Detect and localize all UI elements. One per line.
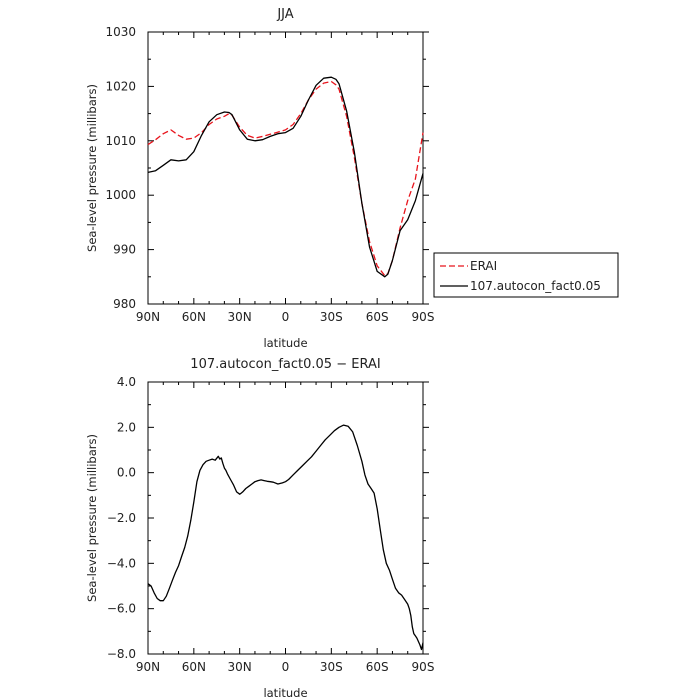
chart-top-x-tick-label: 90N: [136, 310, 160, 324]
chart-bottom-plot-frame: [147, 381, 424, 655]
chart-top-plot-frame: [147, 31, 424, 305]
chart-top-x-axis-title: latitude: [263, 336, 307, 350]
chart-bottom-x-tick-label: 60N: [182, 660, 206, 674]
chart-bottom-y-tick-label: −2.0: [107, 511, 136, 525]
chart-bottom-x-tick-label: 60S: [366, 660, 389, 674]
chart-top-x-tick-label: 30N: [228, 310, 252, 324]
top-panel-sea-level-pressure: 90N 60N 30N 0 30S 60S 90S 980 990 1000 1010 1020 103…: [85, 7, 434, 350]
legend-frame: [433, 252, 619, 298]
chart-bottom-y-tick-label: −4.0: [107, 556, 136, 570]
legend-label-erai: ERAI: [470, 259, 497, 273]
chart-bottom-x-tick-label: 30S: [320, 660, 343, 674]
chart-bottom-y-tick-label: 2.0: [117, 420, 136, 434]
chart-bottom-y-tick-label: 4.0: [117, 375, 136, 389]
chart-top-x-tick-label: 60N: [182, 310, 206, 324]
legend-label-model: 107.autocon_fact0.05: [470, 279, 601, 293]
legend: ERAI 107.autocon_fact0.05: [433, 252, 619, 298]
chart-bottom-y-tick-label: −6.0: [107, 602, 136, 616]
chart-top-x-tick-label: 90S: [412, 310, 435, 324]
chart-bottom-series-0-line: [147, 424, 424, 651]
chart-bottom-x-tick-label: 0: [282, 660, 290, 674]
chart-top-y-tick-label: 1020: [105, 79, 136, 93]
chart-bottom-x-tick-label: 90S: [412, 660, 435, 674]
chart-top-series-107-autocon-fact0-05-line: [147, 76, 424, 278]
chart-top-y-tick-label: 1000: [105, 188, 136, 202]
chart-bottom-x-tick-label: 30N: [228, 660, 252, 674]
chart-bottom-y-tick-label: −8.0: [107, 647, 136, 661]
chart-bottom-y-tick-label: 0.0: [117, 466, 136, 480]
chart-bottom-y-axis-title: Sea-level pressure (millibars): [85, 434, 99, 602]
chart-bottom-title: 107.autocon_fact0.05 − ERAI: [190, 357, 380, 372]
chart-bottom-x-axis-title: latitude: [263, 686, 307, 700]
chart-top-x-tick-label: 0: [282, 310, 290, 324]
chart-top-y-tick-label: 990: [113, 243, 136, 257]
chart-top-y-tick-label: 1010: [105, 134, 136, 148]
chart-top-y-tick-label: 1030: [105, 25, 136, 39]
chart-top-x-tick-label: 30S: [320, 310, 343, 324]
chart-top-title: JJA: [276, 7, 293, 22]
bottom-panel-difference: 90N 60N 30N 0 30S 60S 90S −8.0 −6.0 −4.0 −2.0 0.0 2.…: [85, 357, 434, 700]
chart-top-series-erai-line: [147, 80, 424, 277]
chart-top-y-tick-label: 980: [113, 297, 136, 311]
chart-top-x-tick-label: 60S: [366, 310, 389, 324]
chart-bottom-x-tick-label: 90N: [136, 660, 160, 674]
chart-top-y-axis-title: Sea-level pressure (millibars): [85, 84, 99, 252]
